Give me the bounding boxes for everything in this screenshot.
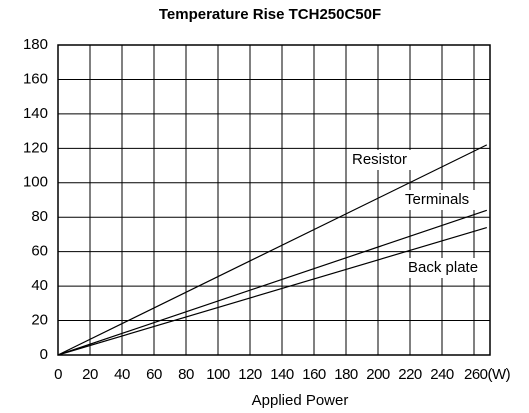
x-tick-label: 200	[366, 366, 390, 383]
label-bg	[350, 150, 432, 170]
x-tick-label: 60	[146, 366, 162, 383]
series-label: Terminals	[405, 191, 469, 208]
x-tick-label: 240	[430, 366, 454, 383]
y-tick-label: 120	[23, 139, 48, 156]
x-tick-label: 140	[270, 366, 294, 383]
y-tick-label: 80	[31, 208, 48, 225]
y-tick-label: 40	[31, 277, 48, 294]
x-tick-label: 40	[114, 366, 130, 383]
x-tick-label: 260(W)	[464, 366, 511, 383]
x-tick-label: 80	[178, 366, 194, 383]
x-tick-label: 120	[238, 366, 262, 383]
y-tick-label: 160	[23, 70, 48, 87]
x-tick-label: 160	[302, 366, 326, 383]
x-tick-label: 20	[82, 366, 98, 383]
y-tick-label: 20	[31, 312, 48, 329]
series-label: Resistor	[352, 151, 407, 168]
series-line	[57, 144, 488, 356]
x-tick-label: 0	[54, 366, 62, 383]
y-tick-label: 60	[31, 243, 48, 260]
y-tick-label: 180	[23, 36, 48, 53]
x-tick-label: 180	[334, 366, 358, 383]
y-tick-label: 0	[40, 346, 48, 363]
series-label: Back plate	[408, 259, 478, 276]
x-tick-label: 100	[206, 366, 230, 383]
y-tick-label: 140	[23, 105, 48, 122]
y-tick-label: 100	[23, 174, 48, 191]
x-tick-label: 220	[398, 366, 422, 383]
x-axis-label: Applied Power	[252, 392, 349, 409]
chart-title: Temperature Rise TCH250C50F	[159, 6, 381, 23]
series-line	[57, 226, 487, 356]
label-bg	[406, 258, 488, 278]
label-bg	[403, 190, 485, 210]
series-line	[57, 209, 487, 356]
